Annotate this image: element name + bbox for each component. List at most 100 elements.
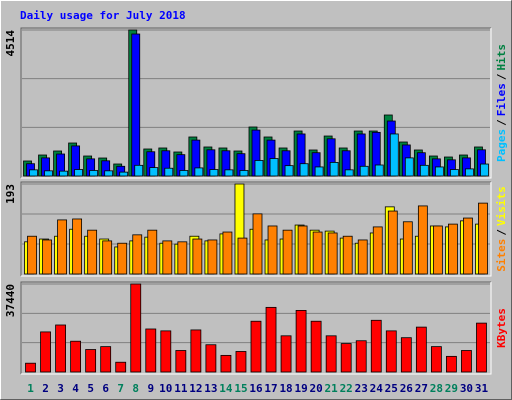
x-tick-label: 30 <box>460 382 473 395</box>
x-tick-label: 28 <box>430 382 443 395</box>
bar <box>250 320 262 373</box>
bar <box>450 169 459 177</box>
bar <box>205 344 217 373</box>
bar <box>387 210 398 275</box>
bar <box>295 310 307 373</box>
legend-entry: Sites <box>495 239 508 272</box>
bar <box>100 346 112 373</box>
x-tick-label: 22 <box>340 382 353 395</box>
bar <box>89 170 99 177</box>
bar <box>448 223 458 275</box>
legend: Sites / Visits <box>495 186 508 272</box>
x-tick-label: 6 <box>102 382 109 395</box>
legend: Pages / Files / Hits <box>495 44 508 162</box>
bar <box>374 164 384 177</box>
legend: KBytes <box>495 308 508 348</box>
bar <box>194 167 204 177</box>
bar <box>85 349 97 373</box>
x-tick-label: 29 <box>445 382 458 395</box>
panel-bevel-dark <box>20 181 491 276</box>
bar <box>119 171 129 177</box>
legend-separator: / <box>495 119 508 126</box>
bar <box>419 164 429 177</box>
x-tick-label: 5 <box>87 382 94 395</box>
bar <box>461 350 472 373</box>
bar <box>389 133 399 177</box>
panel-bevel-light <box>21 182 492 277</box>
bar <box>265 306 277 373</box>
x-tick-label: 31 <box>475 382 489 395</box>
bar <box>446 355 457 373</box>
legend-separator: / <box>495 73 508 80</box>
x-tick-label: 17 <box>264 382 277 395</box>
bar <box>299 163 309 177</box>
panel-bevel-dark <box>20 281 491 374</box>
y-tick-label: 193 <box>4 184 17 204</box>
bar <box>327 232 338 275</box>
bar <box>175 350 187 373</box>
y-tick-label: 4514 <box>4 30 17 57</box>
x-tick-label: 25 <box>385 382 398 395</box>
bar <box>402 221 413 275</box>
bar <box>160 330 172 373</box>
bar <box>370 319 382 373</box>
bar <box>130 283 142 373</box>
legend-separator: / <box>495 229 508 236</box>
legend-entry: KBytes <box>495 308 508 348</box>
bar <box>267 225 278 275</box>
bar <box>237 237 248 275</box>
bar <box>282 229 293 275</box>
bar <box>417 205 428 275</box>
panel-bevel-dark <box>20 27 491 178</box>
bar <box>269 158 279 177</box>
bar <box>224 169 234 177</box>
bar <box>400 337 412 373</box>
bar <box>192 238 203 275</box>
bar <box>27 235 37 275</box>
bar <box>29 169 38 177</box>
bar <box>44 170 53 177</box>
bar <box>42 239 52 275</box>
bar <box>415 326 427 373</box>
x-tick-label: 7 <box>117 382 124 395</box>
legend-entry: Pages <box>495 129 508 162</box>
bar <box>207 239 218 275</box>
x-tick-label: 13 <box>204 382 217 395</box>
bar <box>312 231 323 275</box>
x-tick-label: 3 <box>57 382 64 395</box>
x-tick-label: 21 <box>325 382 339 395</box>
x-tick-label: 26 <box>400 382 414 395</box>
bar <box>179 170 189 177</box>
bar <box>55 324 66 373</box>
bar <box>310 320 322 373</box>
x-tick-label: 24 <box>370 382 384 395</box>
bar <box>434 166 444 177</box>
panel-bevel-light <box>21 282 492 375</box>
bar <box>344 169 354 177</box>
bar <box>117 242 128 275</box>
bar <box>463 217 473 275</box>
chart-title: Daily usage for July 2018 <box>20 9 186 22</box>
bar <box>164 167 174 177</box>
bar <box>145 328 157 373</box>
x-tick-label: 16 <box>249 382 263 395</box>
bar <box>476 322 487 373</box>
x-tick-label: 14 <box>219 382 233 395</box>
legend-entry: Files <box>495 83 508 116</box>
bar <box>72 218 83 275</box>
bar <box>430 346 442 373</box>
x-tick-label: 20 <box>310 382 323 395</box>
x-tick-label: 11 <box>174 382 188 395</box>
bar <box>177 241 188 275</box>
bar <box>87 229 98 275</box>
bar <box>190 329 202 373</box>
bar <box>235 351 247 373</box>
bar <box>372 226 383 275</box>
bar <box>209 169 219 177</box>
bar <box>359 165 369 177</box>
bar <box>385 330 397 373</box>
bar <box>357 239 368 275</box>
